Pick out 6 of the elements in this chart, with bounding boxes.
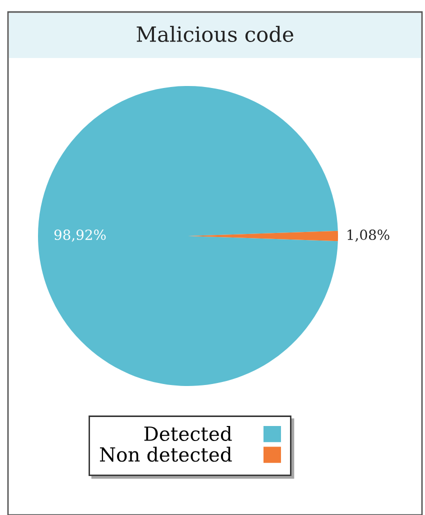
chart-title: Malicious code: [136, 26, 294, 42]
data-label: 1,08%: [348, 230, 390, 242]
pie-slice: [38, 86, 338, 386]
data-label: 98,92%: [54, 230, 106, 242]
legend-label: Detected: [144, 426, 232, 442]
legend-label: Non detected: [100, 446, 232, 462]
